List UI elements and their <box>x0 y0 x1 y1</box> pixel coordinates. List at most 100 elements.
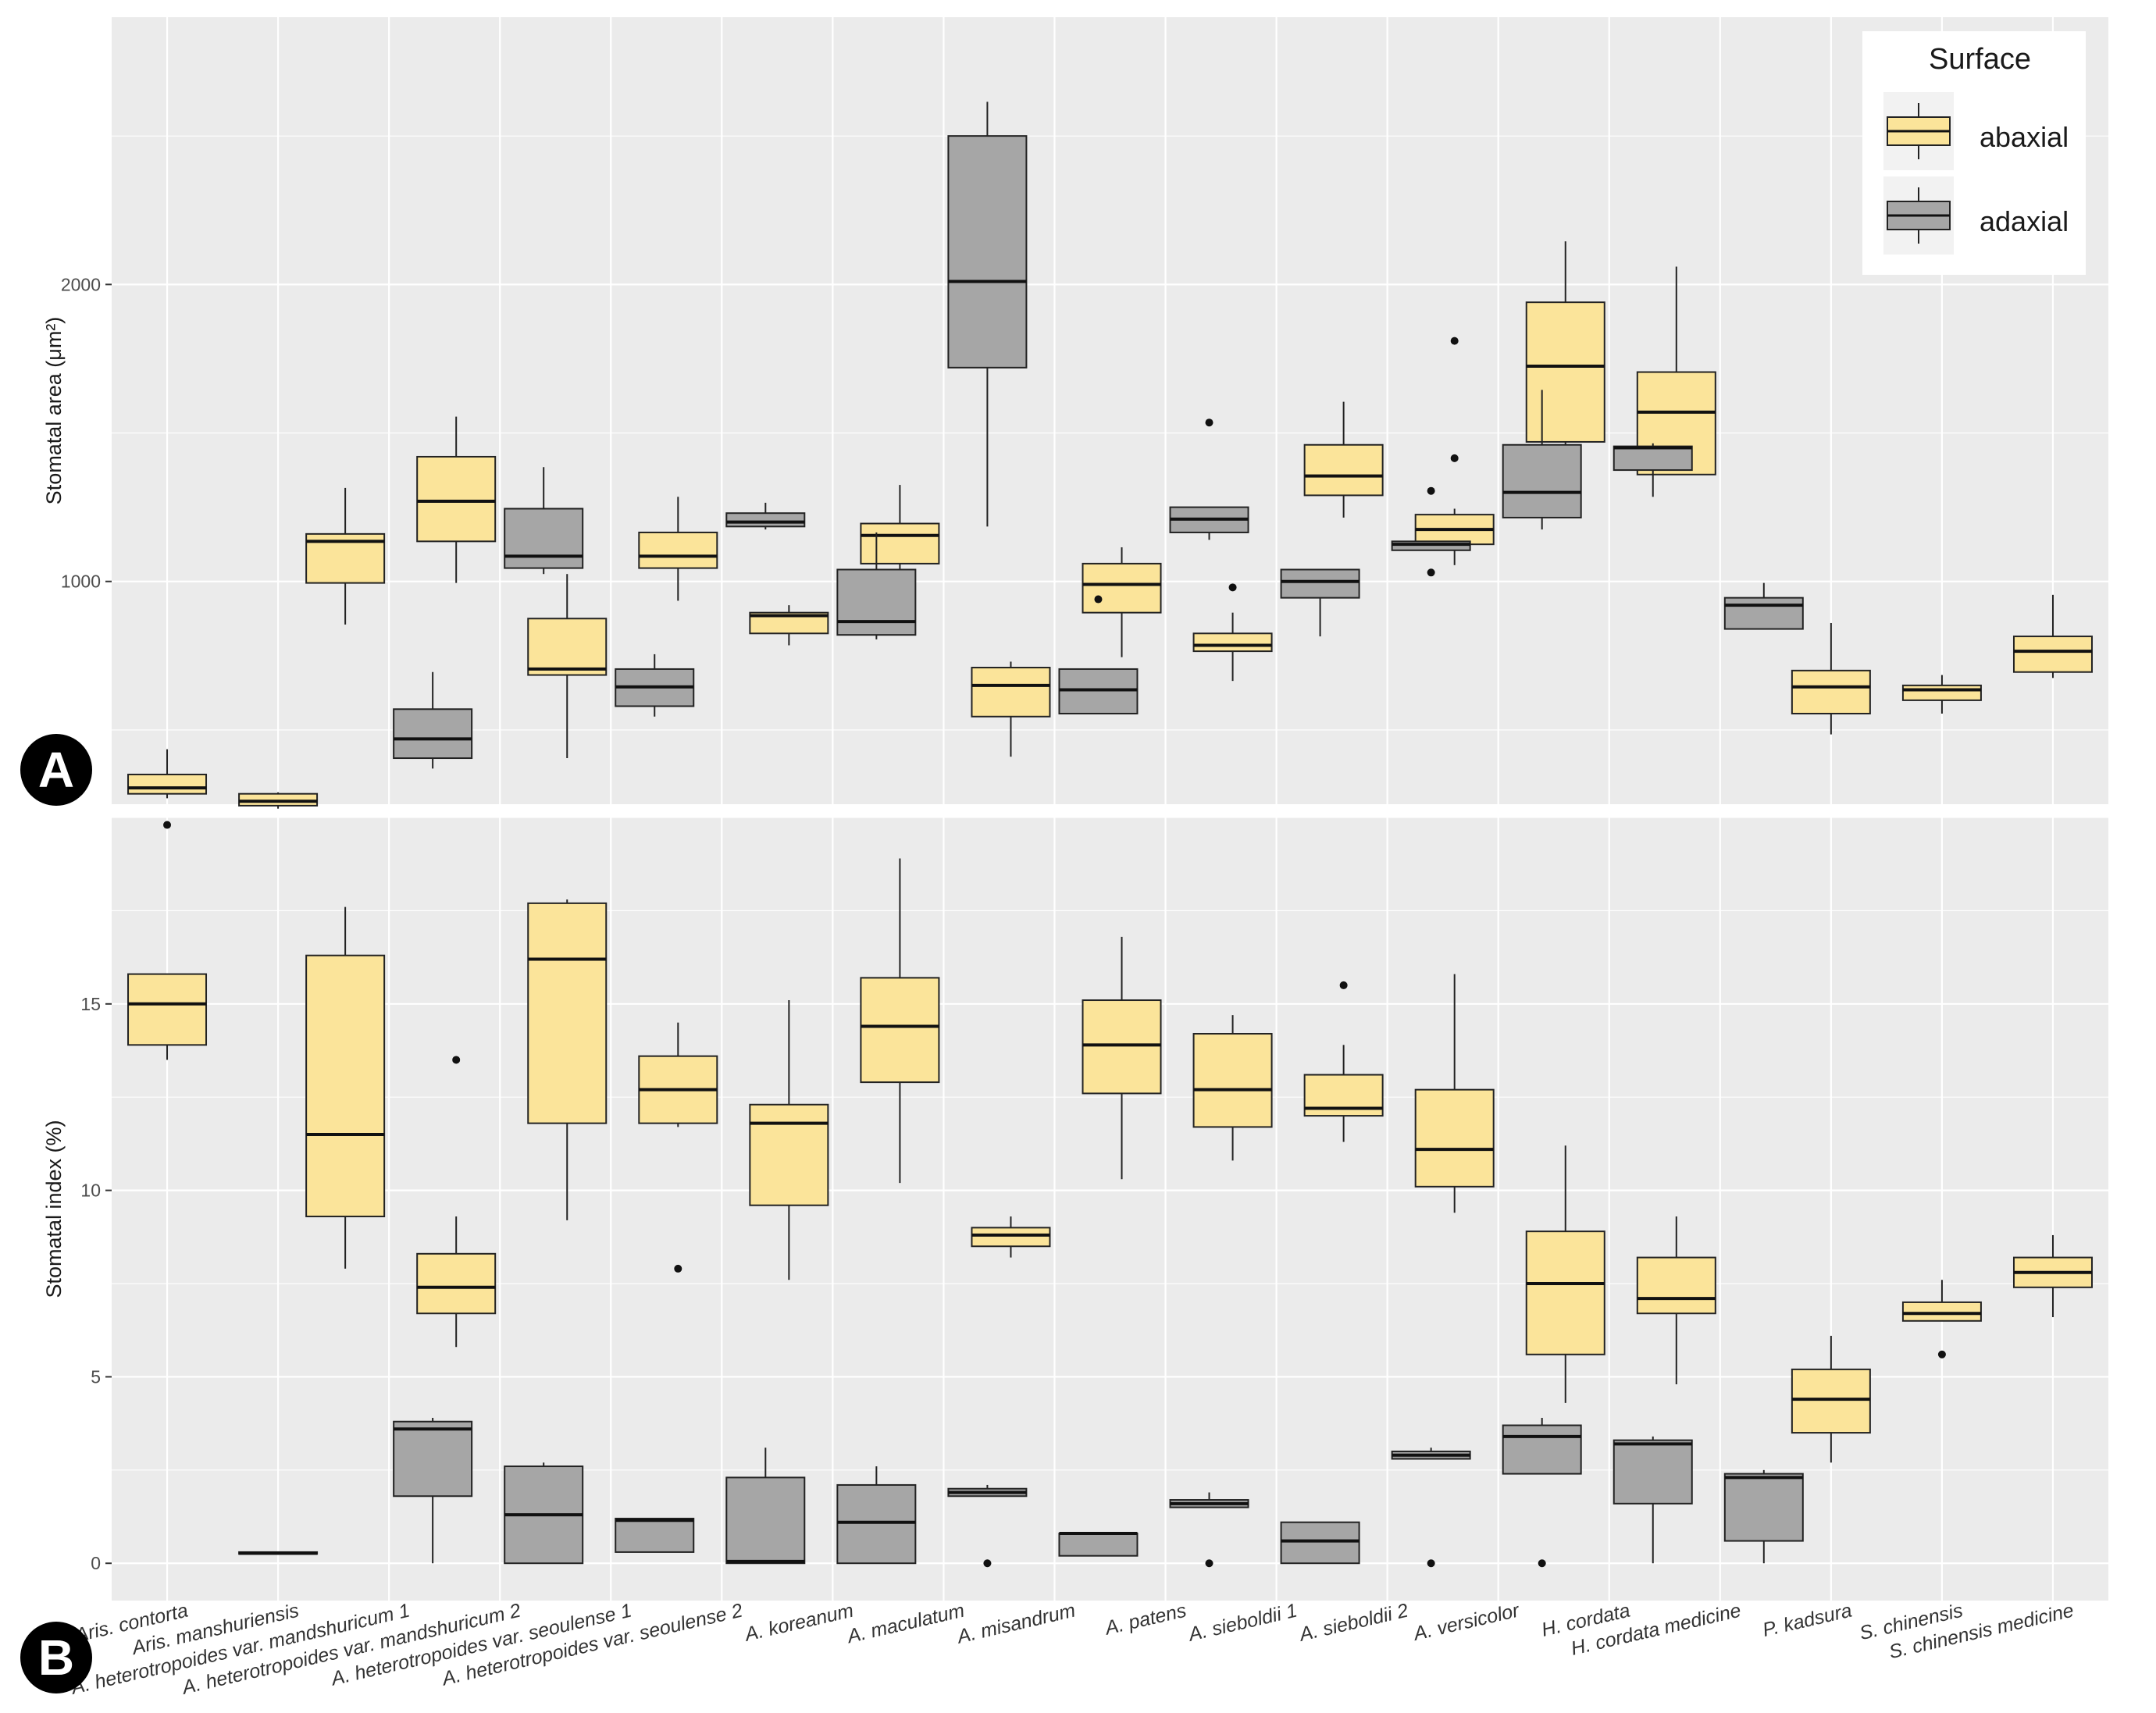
box-iqr <box>1901 684 1982 701</box>
box-iqr <box>1280 568 1360 599</box>
box-iqr <box>416 455 497 543</box>
box-abaxial <box>1303 401 1384 518</box>
outlier-point <box>1538 1559 1546 1568</box>
outlier-point <box>163 821 172 829</box>
panel-a-stomatal-area: 1000 2000 Stomatal area (μm²) <box>42 17 2108 809</box>
outlier-point <box>1450 337 1459 345</box>
box-iqr <box>1502 1424 1582 1475</box>
panel-b-letter: B <box>38 1629 74 1686</box>
box-adaxial <box>1169 1492 1249 1568</box>
box-abaxial <box>527 574 608 759</box>
box-abaxial <box>305 487 386 625</box>
box-iqr <box>725 1476 806 1565</box>
legend-key-abaxial <box>1887 103 1951 159</box>
box-iqr <box>947 135 1028 369</box>
panel-b-stomatal-index: 0 5 10 15 Stomatal index (%) <box>42 817 2108 1601</box>
box-iqr <box>1613 1439 1693 1505</box>
box-adaxial <box>725 502 806 530</box>
box-abaxial <box>1901 675 1982 714</box>
box-abaxial <box>1082 936 1162 1180</box>
y-tick-label: 2000 <box>61 274 101 294</box>
box-iqr <box>2012 636 2093 673</box>
outlier-point <box>1427 568 1435 577</box>
box-iqr <box>1525 301 1605 443</box>
box-adaxial <box>1723 1469 1804 1564</box>
box-abaxial <box>1414 974 1495 1213</box>
box-iqr <box>1723 1473 1804 1542</box>
box-iqr <box>127 773 208 795</box>
box-adaxial <box>504 467 584 575</box>
box-adaxial <box>1502 1417 1582 1568</box>
box-abaxial <box>1082 547 1162 657</box>
box-abaxial <box>416 416 497 583</box>
box-abaxial <box>1525 1145 1605 1403</box>
box-iqr <box>393 1420 473 1498</box>
box-adaxial <box>1058 1532 1139 1557</box>
panel-b-y-axis-title: Stomatal index (%) <box>42 1120 66 1298</box>
outlier-point <box>1450 454 1459 462</box>
outlier-point <box>1228 583 1237 592</box>
legend: Surface abaxial adaxial <box>1862 31 2086 275</box>
box-adaxial <box>393 671 473 769</box>
box-iqr <box>971 667 1051 718</box>
box-iqr <box>1082 999 1162 1095</box>
panel-b-gridlines <box>112 817 2108 1601</box>
box-iqr <box>1502 443 1582 518</box>
panel-a-letter-circle <box>20 734 92 806</box>
box-abaxial <box>971 661 1051 757</box>
box-abaxial <box>305 906 386 1269</box>
legend-title: Surface <box>1929 43 2031 76</box>
box-iqr <box>860 977 940 1084</box>
box-abaxial <box>749 1000 829 1280</box>
box-iqr <box>836 1483 917 1565</box>
box-adaxial <box>1502 390 1582 530</box>
outlier-point <box>1937 1350 1946 1359</box>
box-abaxial <box>749 605 829 646</box>
box-adaxial <box>1280 1521 1360 1565</box>
box-abaxial <box>527 899 608 1220</box>
box-iqr <box>1280 1521 1360 1565</box>
box-abaxial <box>1636 1216 1716 1384</box>
box-iqr <box>971 1227 1051 1248</box>
box-adaxial <box>1391 1448 1471 1568</box>
box-iqr <box>1082 562 1162 614</box>
box-abaxial <box>416 1056 497 1348</box>
box-adaxial <box>615 1517 695 1553</box>
box-abaxial <box>238 792 319 809</box>
panel-b-letter-circle <box>20 1622 92 1693</box>
box-iqr <box>749 1103 829 1206</box>
box-abaxial <box>638 497 718 601</box>
box-adaxial <box>1613 1436 1693 1564</box>
box-abaxial <box>1414 337 1495 565</box>
box-adaxial <box>1723 582 1804 630</box>
outlier-point <box>674 1264 682 1273</box>
outlier-point <box>1427 486 1435 495</box>
legend-key-adaxial <box>1887 187 1951 244</box>
box-iqr <box>1723 597 1804 630</box>
box-adaxial <box>393 1417 473 1564</box>
box-iqr <box>527 902 608 1124</box>
box-iqr <box>1192 632 1273 653</box>
box-iqr <box>1791 1368 1871 1434</box>
outlier-point <box>1339 981 1348 989</box>
box-iqr <box>416 1252 497 1315</box>
box-abaxial <box>1525 241 1605 497</box>
legend-label-adaxial: adaxial <box>1980 205 2069 237</box>
box-iqr <box>1636 1256 1716 1315</box>
outlier-point <box>452 1056 461 1064</box>
box-abaxial <box>127 821 208 1060</box>
box-iqr <box>1901 1301 1982 1322</box>
box-abaxial <box>2012 1234 2093 1318</box>
y-tick-label: 10 <box>80 1181 101 1201</box>
panel-a-boxes <box>127 101 2093 809</box>
y-tick-label: 0 <box>91 1553 101 1573</box>
y-tick-label: 5 <box>91 1366 101 1387</box>
outlier-point <box>1205 1559 1213 1568</box>
box-adaxial <box>1280 568 1360 637</box>
panel-a-y-axis-title: Stomatal area (μm²) <box>42 317 66 505</box>
box-iqr <box>1058 1533 1139 1557</box>
box-iqr <box>127 973 208 1046</box>
legend-label-abaxial: abaxial <box>1980 121 2069 153</box>
box-abaxial <box>1791 1335 1871 1463</box>
box-iqr <box>638 531 718 569</box>
